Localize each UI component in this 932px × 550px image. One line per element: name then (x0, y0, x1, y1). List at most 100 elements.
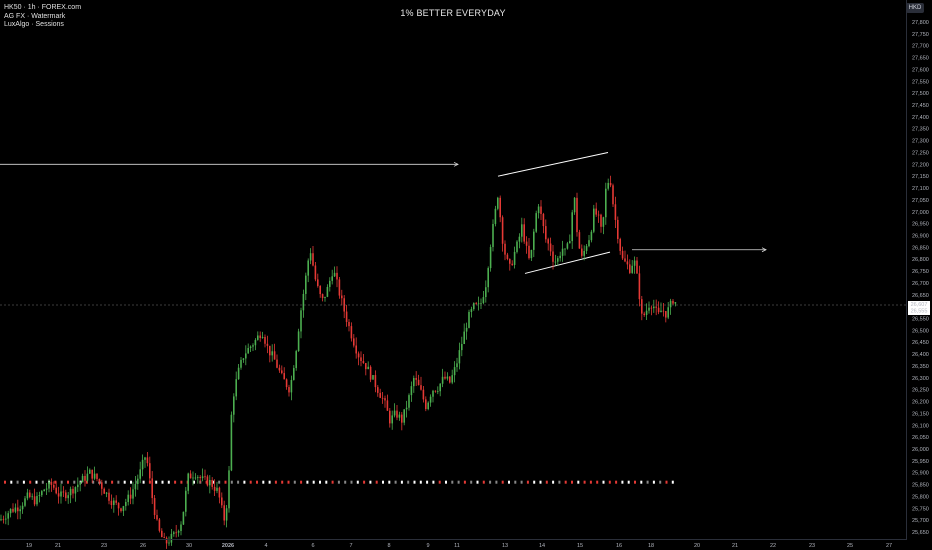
price-tick-label: 26,750 (912, 269, 929, 275)
candle-body (204, 476, 206, 478)
candle-body (360, 357, 362, 362)
candle-body (129, 494, 132, 499)
session-marker (545, 480, 548, 484)
candle-body (398, 414, 401, 418)
candle-body (98, 478, 101, 483)
session-marker (539, 480, 542, 484)
candle-body (14, 507, 17, 512)
candle-body (511, 263, 513, 265)
candle-body (293, 368, 295, 380)
candle-body (662, 310, 665, 312)
session-marker (4, 480, 6, 484)
candle-body (513, 251, 516, 265)
candle-body (317, 279, 319, 286)
session-marker (29, 480, 32, 484)
candle-body (192, 477, 194, 479)
session-marker (130, 480, 132, 484)
time-tick-label: 4 (264, 543, 267, 549)
candle-body (492, 223, 494, 248)
candle-body (41, 491, 43, 496)
candle-body (636, 260, 638, 274)
candle-body (209, 480, 211, 486)
time-tick-label: 20 (694, 543, 700, 549)
candle-body (410, 386, 413, 396)
candle-body (350, 326, 353, 339)
session-marker (111, 480, 114, 484)
indicator-watermark[interactable]: AG FX · Watermark (4, 12, 66, 20)
price-tick-label: 25,900 (912, 471, 929, 477)
session-marker (438, 480, 441, 484)
candle-body (425, 399, 427, 410)
candle-body (259, 335, 261, 338)
session-marker (451, 480, 454, 484)
candle-body (648, 307, 650, 311)
price-tick-label: 25,700 (912, 518, 929, 524)
candle-body (197, 477, 199, 478)
candle-body (367, 366, 369, 370)
session-marker (142, 480, 145, 484)
candle-body (588, 240, 590, 247)
session-marker (407, 480, 410, 484)
candle-body (170, 533, 173, 543)
candle-body (597, 214, 600, 216)
session-marker (174, 480, 177, 484)
price-tick-label: 26,400 (912, 352, 929, 358)
session-marker (16, 480, 19, 484)
candle-body (641, 299, 643, 314)
candle-body (139, 469, 141, 479)
candle-body (345, 311, 348, 322)
candle-body (554, 261, 557, 263)
candle-body (77, 484, 79, 488)
session-marker (634, 480, 636, 484)
candle-body (163, 537, 165, 538)
candle-body (245, 353, 247, 359)
candle-body (379, 392, 381, 398)
candle-body (65, 492, 67, 499)
price-tick-label: 27,150 (912, 174, 929, 180)
channel-lower-line (524, 251, 611, 274)
candle-body (48, 482, 50, 489)
candle-body (530, 249, 533, 259)
candle-body (357, 353, 360, 358)
candle-body (105, 492, 108, 494)
time-tick-label: 9 (426, 543, 429, 549)
session-marker (621, 480, 624, 484)
session-marker (117, 480, 120, 484)
indicator-sessions[interactable]: LuxAlgo · Sessions (4, 21, 64, 28)
candle-body (117, 502, 120, 509)
price-tick-label: 27,550 (912, 79, 929, 85)
candle-body (417, 379, 420, 386)
candle-body (497, 197, 499, 209)
candle-body (578, 232, 581, 249)
candle-body (413, 378, 415, 387)
candle-body (233, 396, 235, 415)
currency-button[interactable]: HKD (906, 3, 924, 13)
candle-body (216, 487, 218, 491)
candle-body (175, 532, 177, 534)
candle-body (161, 530, 163, 538)
symbol-line[interactable]: HK50 · 1h · FOREX.com (4, 4, 82, 11)
candle-body (283, 373, 285, 380)
session-marker (671, 480, 674, 484)
candle-body (295, 351, 297, 369)
time-tick-label: 30 (186, 543, 192, 549)
candle-body (81, 475, 84, 483)
candle-body (144, 457, 146, 460)
price-tick-label: 26,650 (912, 293, 929, 299)
candle-body (307, 260, 309, 276)
candle-body (650, 307, 653, 309)
session-marker (256, 480, 258, 484)
candle-body (110, 500, 113, 506)
candle-body (645, 310, 648, 315)
session-marker (489, 480, 492, 484)
candle-body (600, 214, 602, 227)
candle-body (626, 261, 629, 265)
candle-body (269, 345, 271, 356)
session-marker (640, 480, 643, 484)
session-marker (274, 480, 277, 484)
price-tick-label: 27,800 (912, 20, 929, 26)
price-tick-label: 26,300 (912, 376, 929, 382)
candle-body (365, 363, 367, 370)
candle-body (137, 478, 139, 485)
